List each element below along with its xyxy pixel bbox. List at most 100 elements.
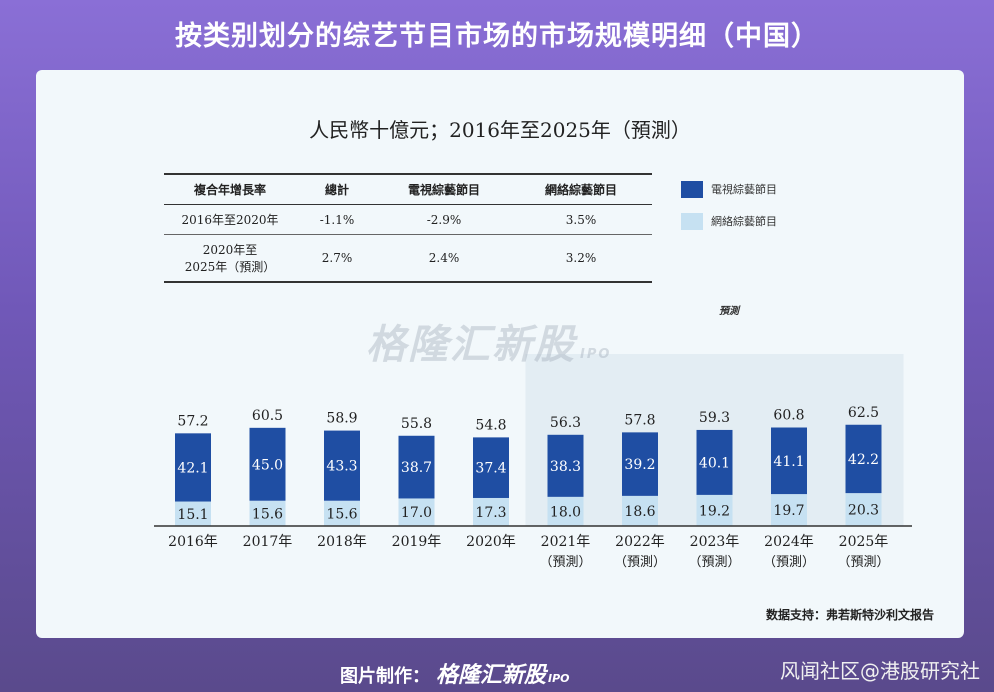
data-label-tv: 38.3 <box>550 459 581 475</box>
x-tick-sublabel: （預測） <box>688 555 740 570</box>
cagr-online: 3.5% <box>510 204 652 235</box>
bar-segment-tv <box>249 427 286 501</box>
data-label-total: 55.8 <box>401 416 432 432</box>
data-label-online: 15.6 <box>252 506 283 522</box>
x-tick-label: 2025年 <box>839 534 889 550</box>
data-label-total: 59.3 <box>699 410 730 426</box>
page-title: 按类别划分的综艺节目市场的市场规模明细（中国） <box>175 21 819 52</box>
source-note: 数据支持：弗若斯特沙利文报告 <box>765 608 934 622</box>
bar-segment-tv <box>324 430 360 501</box>
bar-segment-tv <box>473 437 509 498</box>
bar-segment-tv <box>622 432 658 496</box>
cagr-header-cell: 總計 <box>296 173 378 205</box>
x-tick-label: 2020年 <box>466 534 516 550</box>
data-label-total: 62.5 <box>848 405 879 421</box>
bar-segment-online <box>324 500 360 526</box>
cagr-period-line2: 2025年（預測） <box>184 260 276 274</box>
bar-segment-tv <box>771 427 807 495</box>
legend-swatch-tv <box>681 180 703 198</box>
data-label-tv: 40.1 <box>699 455 730 471</box>
cagr-period: 2020年至 2025年（預測） <box>164 234 296 283</box>
legend-label: 網絡綜藝節目 <box>711 215 777 228</box>
bar-segment-tv <box>398 435 435 499</box>
forecast-label: 預測 <box>719 306 739 317</box>
data-label-tv: 37.4 <box>475 461 506 477</box>
data-label-total: 57.8 <box>624 412 655 428</box>
data-label-total: 58.9 <box>326 411 357 427</box>
legend-swatch-online <box>681 212 703 230</box>
cagr-table: 複合年增長率 總計 電視綜藝節目 網絡綜藝節目 2016年至2020年 -1.1… <box>164 173 652 283</box>
legend-label: 電視綜藝節目 <box>711 183 777 196</box>
legend-item-tv: 電視綜藝節目 <box>681 180 777 198</box>
cagr-header-cell: 複合年增長率 <box>164 173 296 205</box>
watermark-ipo: IPO <box>580 347 612 362</box>
data-label-online: 19.7 <box>773 503 804 519</box>
x-tick-label: 2019年 <box>392 534 442 550</box>
data-label-tv: 42.1 <box>177 460 208 476</box>
table-row: 2016年至2020年 -1.1% -2.9% 3.5% <box>164 204 652 235</box>
cagr-total: 2.7% <box>296 234 378 283</box>
data-label-online: 19.2 <box>699 503 730 519</box>
data-label-online: 17.3 <box>475 505 506 521</box>
x-tick-sublabel: （預測） <box>763 555 815 570</box>
x-tick-label: 2018年 <box>317 534 367 550</box>
bar-segment-online <box>547 496 584 526</box>
bar-segment-tv <box>696 429 733 495</box>
watermark-text: 格隆汇新股 <box>366 322 576 368</box>
data-label-online: 18.6 <box>624 504 655 520</box>
table-row: 2020年至 2025年（預測） 2.7% 2.4% 3.2% <box>164 234 652 283</box>
x-tick-label: 2024年 <box>764 534 814 550</box>
chart-subtitle: 人民幣十億元；2016年至2025年（預測） <box>309 118 691 142</box>
x-tick-label: 2021年 <box>541 534 591 550</box>
cagr-period: 2016年至2020年 <box>164 204 296 235</box>
data-label-total: 60.5 <box>252 408 283 424</box>
cagr-table-header: 複合年增長率 總計 電視綜藝節目 網絡綜藝節目 <box>164 173 652 205</box>
x-tick-sublabel: （預測） <box>539 555 591 570</box>
x-tick-label: 2023年 <box>690 534 740 550</box>
chart-legend: 電視綜藝節目 網絡綜藝節目 <box>681 180 777 244</box>
footer-made-by: 图片制作： 格隆汇新股 IPO <box>340 657 570 689</box>
data-label-online: 20.3 <box>848 503 879 519</box>
bar-segment-online <box>845 493 882 526</box>
cagr-online: 3.2% <box>510 234 652 283</box>
bar-segment-online <box>249 500 286 526</box>
bar-segment-online <box>622 495 658 526</box>
cagr-header-cell: 網絡綜藝節目 <box>510 173 652 205</box>
data-label-online: 18.0 <box>550 504 581 520</box>
bar-segment-tv <box>845 424 882 494</box>
cagr-tv: -2.9% <box>378 204 510 235</box>
data-label-tv: 38.7 <box>401 460 432 476</box>
data-label-online: 15.6 <box>326 506 357 522</box>
x-tick-sublabel: （預測） <box>614 555 666 570</box>
footer-credit: 风闻社区@港股研究社 <box>780 659 980 683</box>
data-label-tv: 42.2 <box>848 452 879 468</box>
cagr-period-line1: 2020年至 <box>202 243 258 257</box>
data-label-total: 56.3 <box>550 415 581 431</box>
watermark: 格隆汇新股 IPO <box>366 312 611 370</box>
data-label-tv: 41.1 <box>773 454 804 470</box>
data-label-tv: 39.2 <box>624 457 655 473</box>
bar-segment-online <box>771 494 807 526</box>
data-label-tv: 45.0 <box>252 457 283 473</box>
cagr-total: -1.1% <box>296 204 378 235</box>
bar-segment-online <box>696 494 733 526</box>
chart-card: 人民幣十億元；2016年至2025年（預測） 複合年增長率 總計 電視綜藝節目 … <box>36 70 964 638</box>
data-label-total: 60.8 <box>773 408 804 424</box>
data-label-online: 15.1 <box>177 507 208 523</box>
x-tick-label: 2017年 <box>243 534 293 550</box>
made-by-label: 图片制作： <box>340 666 430 687</box>
cagr-tv: 2.4% <box>378 234 510 283</box>
stacked-bar-chart: 15.1 42.1 57.2 2016年 15.6 45.0 60.5 2017年 15.6 43… <box>154 354 912 570</box>
data-label-total: 54.8 <box>475 417 506 433</box>
footer-brand: 格隆汇新股 <box>436 663 547 688</box>
cagr-header-cell: 電視綜藝節目 <box>378 173 510 205</box>
x-tick-label: 2016年 <box>168 534 218 550</box>
x-tick-sublabel: （預測） <box>837 555 889 570</box>
legend-item-online: 網絡綜藝節目 <box>681 212 777 230</box>
data-label-online: 17.0 <box>401 505 432 521</box>
footer-brand-ipo: IPO <box>548 672 570 685</box>
x-tick-label: 2022年 <box>615 534 665 550</box>
bar-segment-online <box>473 497 509 526</box>
data-label-total: 57.2 <box>177 413 208 429</box>
data-label-tv: 43.3 <box>326 459 357 475</box>
